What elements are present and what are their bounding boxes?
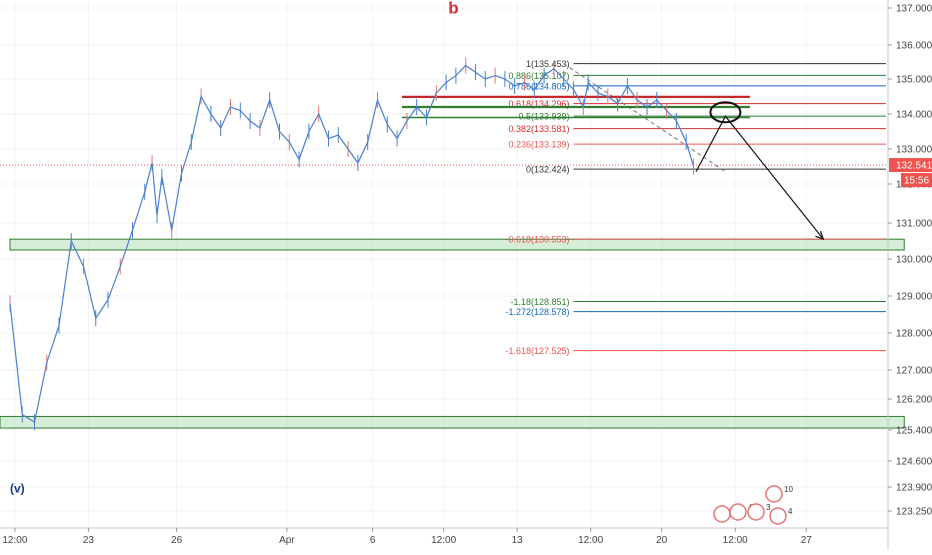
countdown-badge (901, 173, 932, 188)
x-tick-label: 27 (801, 535, 813, 546)
y-tick-label: 134.000 (896, 110, 932, 121)
countdown-label: 15:56 (904, 176, 929, 187)
y-tick-label: 124.600 (896, 457, 932, 468)
fib-level-label: 0.382(133.581) (508, 124, 569, 134)
fib-level-label: -1.272(128.578) (505, 307, 569, 317)
projection-arrow[interactable] (695, 115, 824, 240)
y-axis[interactable]: 137.000136.000135.000134.000133.000132.0… (887, 0, 932, 550)
fib-level-label: 0.886(135.107) (508, 71, 569, 81)
fib-retracement[interactable]: 1(135.453) 0.886(135.107)0.786(134.805) 0.… (402, 59, 886, 356)
annotations: b (v) (0, 0, 888, 496)
x-tick-label: 6 (370, 535, 376, 546)
event-badge-count: 4 (788, 507, 793, 516)
y-tick-label: 137.000 (896, 4, 932, 15)
y-tick-label: 133.000 (896, 145, 932, 156)
y-tick-label: 127.000 (896, 366, 932, 377)
event-badge-icon[interactable] (765, 485, 783, 503)
y-tick-label: 129.000 (896, 292, 932, 303)
x-tick-label: 20 (656, 535, 668, 546)
x-tick-label: 12:00 (578, 535, 603, 546)
x-tick-label: 23 (83, 535, 95, 546)
event-badge-icon[interactable] (729, 503, 747, 521)
event-badge-count: 10 (784, 485, 793, 494)
fib-level-label: -1.18(128.851) (510, 297, 569, 307)
fib-level-label: 0.5(133.939) (518, 112, 569, 122)
event-badge-icon[interactable] (747, 503, 765, 521)
support-zone (0, 415, 905, 429)
current-price-label: 132.541 (896, 161, 932, 172)
x-tick-label: 12:00 (431, 535, 456, 546)
x-tick-label: Apr (279, 535, 295, 546)
fib-level-label: 0.618(134.296) (508, 99, 569, 109)
current-price-badge (889, 158, 932, 173)
fib-level-label: 0.236(133.139) (508, 140, 569, 150)
support-zone (9, 238, 905, 251)
x-tick-label: 12:00 (2, 535, 27, 546)
event-badge-count: 3 (766, 503, 771, 512)
fib-trend-line[interactable] (563, 63, 726, 173)
y-tick-label: 131.000 (896, 219, 932, 230)
y-tick-label: 135.000 (896, 75, 932, 86)
y-tick-label: 126.200 (896, 395, 932, 406)
y-tick-label: 128.000 (896, 329, 932, 340)
x-tick-label: 12:00 (723, 535, 748, 546)
fib-level-label: 0(132.424) (526, 165, 570, 175)
wave-label: b (448, 0, 458, 18)
gridlines (0, 0, 888, 528)
x-tick-label: 26 (171, 535, 183, 546)
event-badge-icon[interactable] (713, 505, 731, 523)
x-axis[interactable]: 12:00 23 26 Apr 6 12:00 13 12:00 20 12:00 27 (0, 527, 888, 546)
event-badges[interactable]: 1643104 (713, 485, 793, 525)
y-tick-label: 136.000 (896, 41, 932, 52)
price-series (9, 57, 695, 431)
projection-arrowhead (815, 230, 825, 241)
highlight-ellipse[interactable] (709, 101, 742, 124)
fib-level-label: 0.786(134.805) (508, 81, 569, 91)
y-tick-label: 130.000 (896, 255, 932, 266)
fib-level-label: -0.618(130.553) (505, 235, 569, 245)
y-tick-label: 123.900 (896, 483, 932, 494)
x-tick-label: 13 (512, 535, 524, 546)
y-tick-label: 125.400 (896, 426, 932, 437)
wave-label: (v) (10, 482, 25, 496)
event-badge-icon[interactable] (769, 507, 787, 525)
y-tick-label: 123.250 (896, 507, 932, 518)
price-line (9, 64, 695, 424)
support-zones (0, 238, 905, 429)
fib-level-label: 1(135.453) (526, 59, 570, 69)
fib-level-label: -1.618(127.525) (505, 346, 569, 356)
